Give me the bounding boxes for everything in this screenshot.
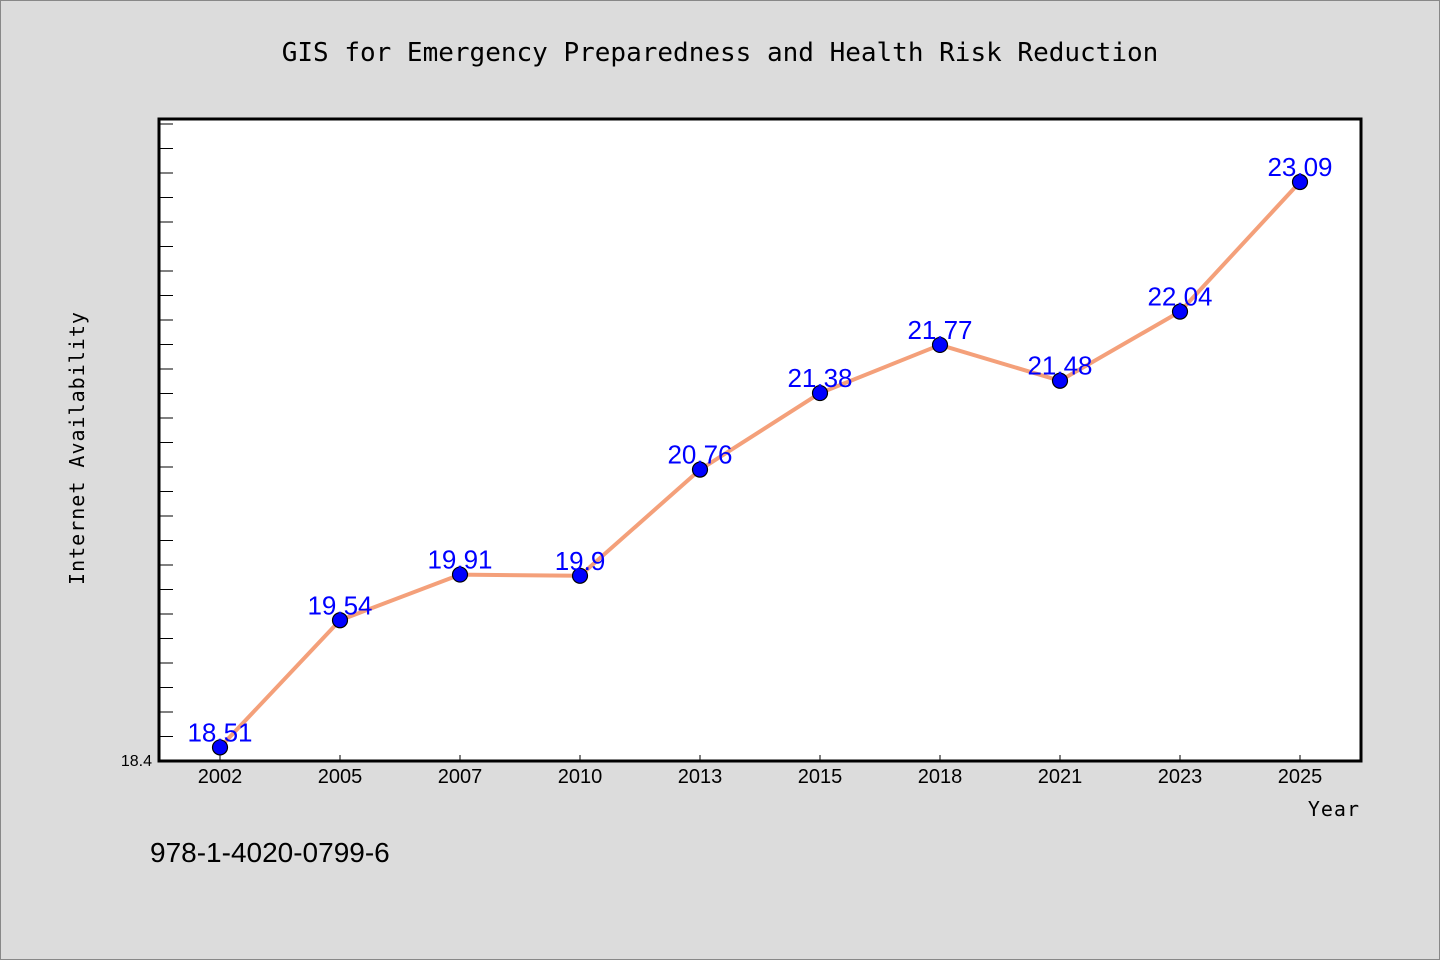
- x-tick-label: 2007: [438, 766, 483, 788]
- data-point-marker: [451, 566, 469, 583]
- y-tick-label: 18.4: [121, 753, 152, 770]
- x-tick-label: 2015: [798, 766, 843, 788]
- x-axis-ticks: 2002 2005 2007 2010 2013 2015 2018 2021 2023 2025: [198, 755, 1323, 788]
- data-label: 19.54: [307, 590, 372, 620]
- data-label: 21.48: [1027, 351, 1092, 381]
- x-tick-label: 2023: [1158, 766, 1203, 788]
- x-tick-label: 2010: [558, 766, 603, 788]
- y-axis-label: Internet Availability: [65, 311, 89, 585]
- data-label: 18.51: [187, 717, 252, 747]
- x-tick-label: 2002: [198, 766, 243, 788]
- data-point-marker: [1291, 173, 1309, 191]
- x-tick-label: 2025: [1278, 766, 1323, 788]
- data-labels: 18.51 19.54 19.91 19.9 20.76 21.38 21.77 21.48 2…: [187, 152, 1332, 747]
- chart-title: GIS for Emergency Preparedness and Healt…: [282, 38, 1159, 68]
- isbn-footer: 978-1-4020-0799-6: [150, 837, 390, 868]
- data-label: 23.09: [1267, 152, 1332, 182]
- plot-area: [159, 119, 1361, 761]
- x-axis-label: Year: [1308, 797, 1360, 821]
- data-label: 22.04: [1147, 282, 1212, 312]
- data-point-marker: [691, 461, 709, 478]
- plot-frame: [157, 117, 1363, 763]
- x-tick-label: 2018: [918, 766, 963, 788]
- data-point-marker: [1171, 303, 1189, 320]
- data-point-marker: [811, 384, 829, 402]
- data-label: 19.91: [427, 545, 492, 575]
- data-point-marker: [571, 567, 589, 584]
- data-point-marker: [1051, 372, 1069, 389]
- data-point-marker: [331, 612, 349, 629]
- data-point-marker: [211, 739, 229, 756]
- series-line: [218, 179, 1302, 750]
- data-markers: [211, 173, 1309, 756]
- x-tick-label: 2021: [1038, 766, 1083, 788]
- data-label: 20.76: [667, 440, 732, 470]
- data-label: 21.77: [907, 315, 972, 345]
- data-point-marker: [931, 336, 949, 354]
- x-tick-label: 2013: [678, 766, 723, 788]
- data-label: 19.9: [555, 546, 606, 576]
- x-tick-label: 2005: [318, 766, 363, 788]
- data-label: 21.38: [787, 363, 852, 393]
